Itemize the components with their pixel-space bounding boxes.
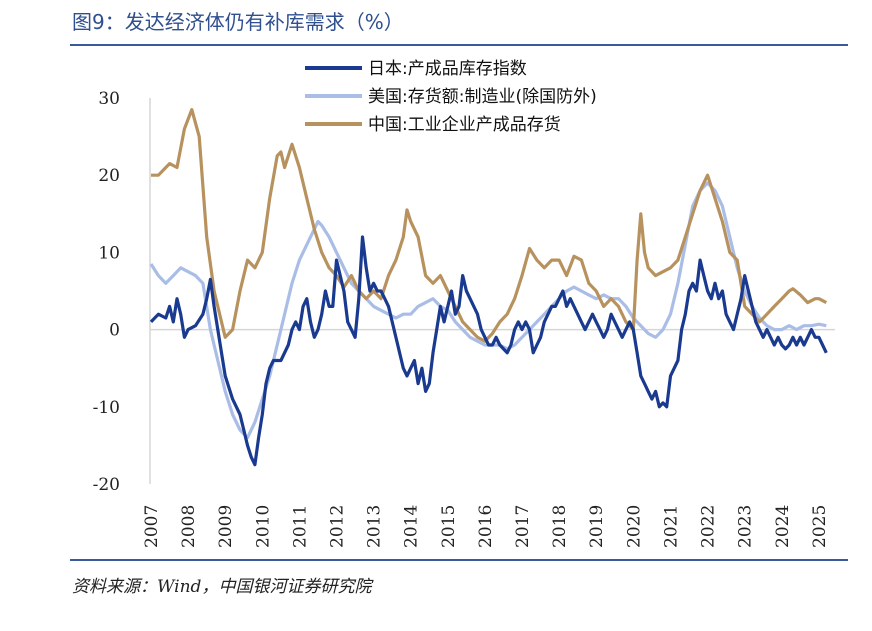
x-tick-label: 2019 xyxy=(587,505,607,548)
x-tick-label: 2024 xyxy=(773,505,793,548)
series-lines xyxy=(149,107,828,467)
x-axis-labels: 2007 2008 2009 2010 2011 2012 2013 2014 2015 2016… xyxy=(142,505,830,548)
y-tick-label: 30 xyxy=(98,89,120,109)
y-tick-label: 0 xyxy=(109,321,120,341)
top-rule xyxy=(70,44,848,46)
x-tick-label: 2021 xyxy=(661,505,681,548)
series-line-2 xyxy=(151,107,828,343)
x-tick-label: 2012 xyxy=(328,505,348,548)
x-tick-label: 2020 xyxy=(624,505,644,548)
x-tick-label: 2022 xyxy=(699,505,719,548)
y-tick-label: -20 xyxy=(93,475,120,495)
x-tick-label: 2023 xyxy=(736,505,756,548)
x-tick-label: 2014 xyxy=(402,505,422,548)
x-tick-label: 2013 xyxy=(365,505,385,548)
y-tick-label: 20 xyxy=(98,166,120,186)
legend-label: 中国:工业企业产成品存货 xyxy=(368,115,561,135)
legend-label: 美国:存货额:制造业(除国防外) xyxy=(368,87,597,107)
x-tick-label: 2018 xyxy=(550,505,570,548)
x-tick-label: 2017 xyxy=(513,505,533,548)
bottom-rule xyxy=(70,559,848,561)
x-tick-label: 2008 xyxy=(179,505,199,548)
source-note: 资料来源：Wind，中国银河证券研究院 xyxy=(72,577,372,597)
x-tick-label: 2015 xyxy=(439,505,459,548)
x-tick-label: 2025 xyxy=(810,505,830,548)
legend-label: 日本:产成品库存指数 xyxy=(368,59,527,79)
x-tick-label: 2016 xyxy=(476,505,496,548)
series-line-0 xyxy=(149,235,828,467)
x-tick-label: 2010 xyxy=(253,505,273,548)
x-tick-label: 2011 xyxy=(290,505,310,548)
y-tick-label: 10 xyxy=(98,243,120,263)
chart-title: 图9：发达经济体仍有补库需求（%） xyxy=(72,10,404,34)
x-tick-label: 2007 xyxy=(142,505,162,548)
y-axis-labels: 30 20 10 0 -10 -20 xyxy=(93,89,120,495)
x-tick-label: 2009 xyxy=(216,505,236,548)
y-tick-label: -10 xyxy=(93,398,120,418)
